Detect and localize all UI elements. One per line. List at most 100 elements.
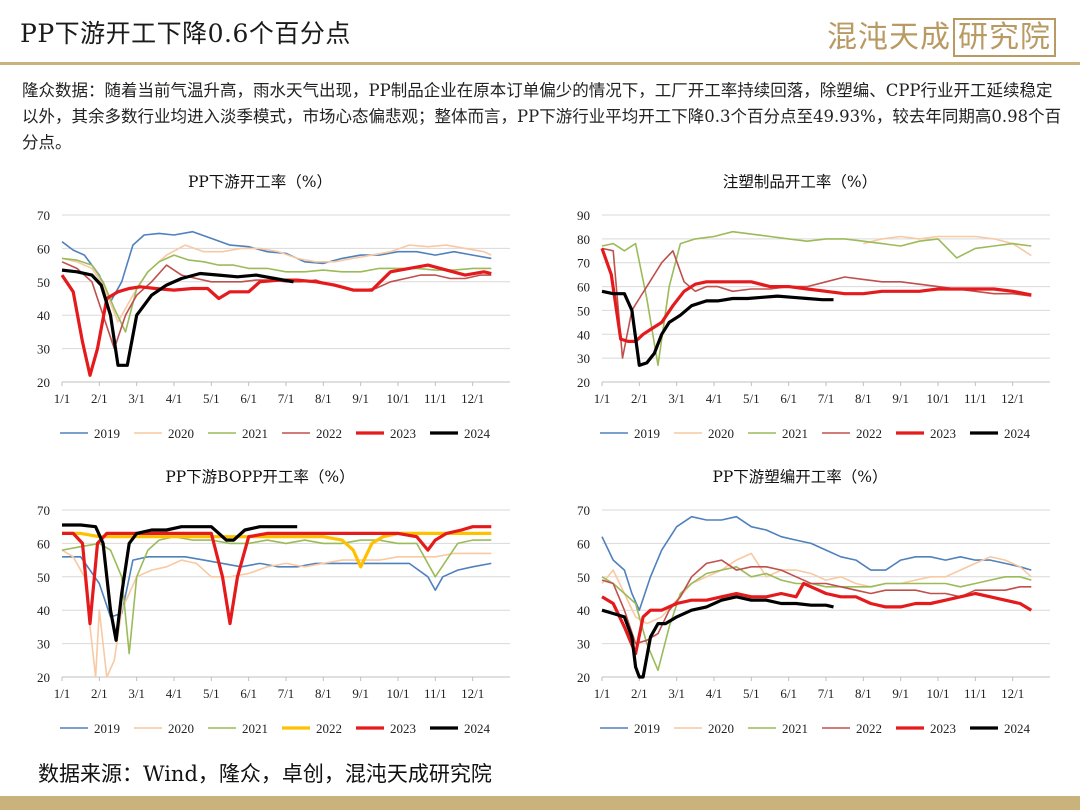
x-tick-label: 10/1 [386, 686, 409, 701]
y-tick-label: 30 [577, 351, 590, 366]
series-line-2023 [62, 525, 492, 626]
x-tick-label: 9/1 [892, 391, 909, 406]
chart-panel-bopp: PP下游BOPP开工率（%） 20 30 40 50 60 70 1/1 2/1 3/1 4/1 5/… [0, 460, 520, 750]
y-tick-label: 60 [577, 536, 590, 551]
data-source: 数据来源：Wind，隆众，卓创，混沌天成研究院 [38, 762, 492, 786]
x-tick-label: 2/1 [91, 686, 108, 701]
legend-label: 2021 [782, 426, 808, 441]
x-tick-label: 8/1 [855, 686, 872, 701]
series-line-2019 [601, 515, 1032, 611]
series-line-2024 [601, 289, 834, 367]
y-tick-label: 70 [37, 503, 50, 518]
chart-panel-woven: PP下游塑编开工率（%） 20 30 40 50 60 70 1/1 2/1 3/1 4/1 5/1 6… [540, 460, 1060, 750]
legend-label: 2020 [708, 721, 734, 736]
x-tick-label: 4/1 [166, 391, 183, 406]
legend-label: 2024 [464, 721, 491, 736]
y-tick-label: 70 [37, 208, 50, 223]
y-tick-label: 40 [577, 603, 590, 618]
series-line-2021 [601, 230, 1032, 367]
x-tick-label: 4/1 [166, 686, 183, 701]
chart-title: 注塑制品开工率（%） [723, 173, 877, 191]
x-tick-label: 1/1 [54, 686, 71, 701]
logo-text: 混沌天成 [827, 20, 951, 55]
legend-label: 2021 [782, 721, 808, 736]
x-tick-label: 7/1 [818, 391, 835, 406]
x-tick-label: 2/1 [631, 391, 648, 406]
series-line-2022 [61, 261, 492, 350]
x-tick-label: 7/1 [278, 686, 295, 701]
x-tick-label: 10/1 [926, 391, 949, 406]
x-tick-label: 6/1 [780, 391, 797, 406]
series-line-2021 [601, 566, 1032, 672]
chart-title: PP下游BOPP开工率（%） [165, 468, 354, 486]
y-tick-label: 50 [37, 275, 50, 290]
series-line-2020 [61, 244, 492, 323]
legend-label: 2022 [316, 426, 342, 441]
x-tick-label: 4/1 [706, 391, 723, 406]
legend-label: 2020 [168, 721, 194, 736]
series-line-2019 [62, 556, 492, 618]
logo-box-text: 研究院 [953, 18, 1056, 57]
x-tick-label: 6/1 [240, 391, 257, 406]
y-tick-label: 50 [577, 303, 590, 318]
header-divider [0, 62, 1080, 65]
legend-label: 2023 [930, 721, 956, 736]
y-tick-label: 50 [37, 570, 50, 585]
series-line-2023 [601, 581, 1033, 656]
y-tick-label: 30 [37, 342, 50, 357]
y-tick-label: 90 [577, 208, 590, 223]
y-tick-label: 40 [37, 308, 50, 323]
legend-label: 2021 [242, 721, 268, 736]
x-tick-label: 5/1 [743, 686, 760, 701]
x-tick-label: 8/1 [855, 391, 872, 406]
footer-bar [0, 796, 1080, 810]
x-tick-label: 5/1 [203, 686, 220, 701]
x-tick-label: 11/1 [964, 391, 987, 406]
x-tick-label: 2/1 [631, 686, 648, 701]
y-tick-label: 60 [37, 241, 50, 256]
y-tick-label: 20 [577, 375, 590, 390]
chart-panel-injection: 注塑制品开工率（%） 20 30 40 50 60 70 80 90 1/1 2/1 3/1 4/1 5/… [540, 165, 1060, 455]
y-tick-label: 70 [577, 503, 590, 518]
brand-logo: 混沌天成 研究院 [827, 12, 1056, 57]
legend-label: 2019 [634, 426, 660, 441]
legend-label: 2020 [168, 426, 194, 441]
header: PP下游开工下降0.6个百分点 混沌天成 研究院 [0, 0, 1080, 64]
legend-label: 2024 [1004, 426, 1031, 441]
x-tick-label: 9/1 [352, 391, 369, 406]
legend-label: 2022 [856, 426, 882, 441]
series-line-2020 [61, 549, 492, 678]
series-line-2020 [863, 235, 1032, 257]
chart-svg-1: 注塑制品开工率（%） 20 30 40 50 60 70 80 90 1/1 2/1 3/1 4/1 5/… [577, 173, 1050, 441]
x-tick-label: 12/1 [461, 391, 484, 406]
x-tick-label: 1/1 [594, 391, 611, 406]
x-tick-label: 1/1 [54, 391, 71, 406]
x-tick-label: 11/1 [964, 686, 987, 701]
x-tick-label: 3/1 [128, 686, 145, 701]
series-line-2024 [601, 595, 834, 679]
x-tick-label: 10/1 [386, 391, 409, 406]
x-tick-label: 11/1 [424, 686, 447, 701]
y-tick-label: 20 [577, 670, 590, 685]
y-tick-label: 70 [577, 256, 590, 271]
legend-label: 2023 [390, 426, 416, 441]
x-tick-label: 3/1 [668, 686, 685, 701]
x-tick-label: 9/1 [352, 686, 369, 701]
legend-label: 2019 [94, 426, 120, 441]
chart-title: PP下游开工率（%） [188, 173, 332, 191]
series-line-2024 [61, 268, 294, 367]
series-line-2024 [62, 523, 298, 642]
x-tick-label: 12/1 [461, 686, 484, 701]
y-tick-label: 40 [577, 327, 590, 342]
x-tick-label: 12/1 [1001, 686, 1024, 701]
y-tick-label: 20 [37, 670, 50, 685]
x-tick-label: 10/1 [926, 686, 949, 701]
chart-svg-3: PP下游塑编开工率（%） 20 30 40 50 60 70 1/1 2/1 3/1 4/1 5/1 6… [577, 468, 1050, 736]
x-tick-label: 7/1 [278, 391, 295, 406]
x-tick-label: 8/1 [315, 391, 332, 406]
x-tick-label: 2/1 [91, 391, 108, 406]
series-line-2020 [601, 552, 1032, 625]
legend-label: 2020 [708, 426, 734, 441]
series-line-2022 [601, 559, 1032, 645]
x-tick-label: 3/1 [668, 391, 685, 406]
